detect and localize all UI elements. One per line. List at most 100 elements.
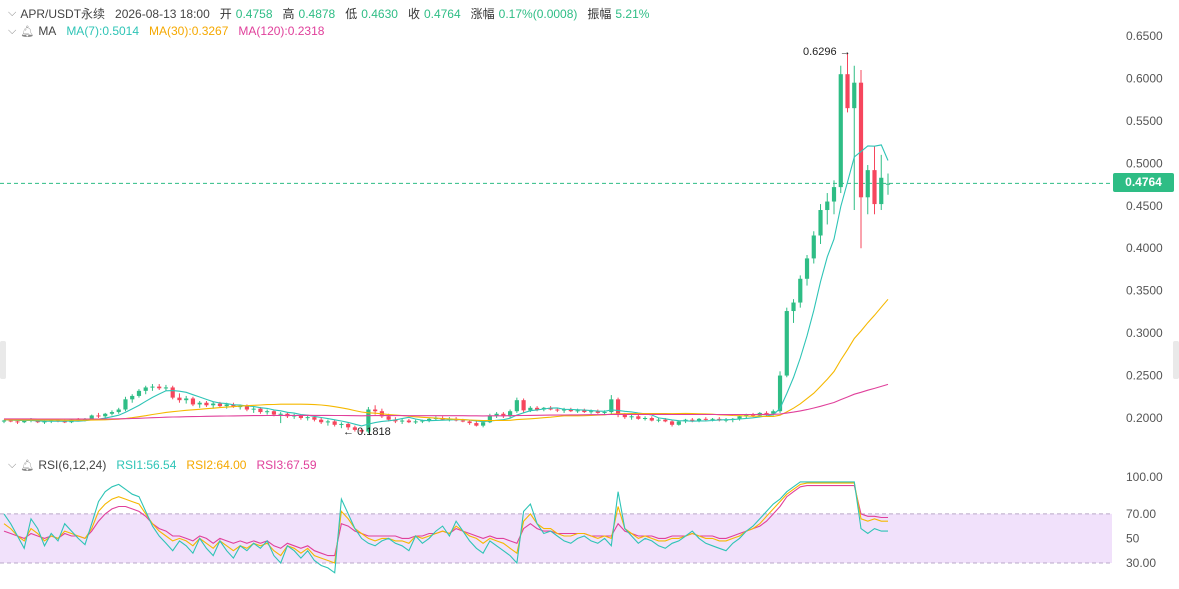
candle-body bbox=[710, 418, 715, 420]
price-tick-label: 0.2000 bbox=[1126, 411, 1163, 425]
high-label: 高 bbox=[282, 7, 295, 21]
candle-body bbox=[636, 416, 641, 419]
candle-body bbox=[184, 398, 189, 401]
candle-body bbox=[42, 421, 47, 423]
price-tick-label: 0.6500 bbox=[1126, 29, 1163, 43]
candle-body bbox=[568, 409, 573, 412]
candle-body bbox=[494, 413, 499, 416]
candle-body bbox=[211, 403, 216, 406]
candle-body bbox=[420, 420, 425, 422]
arrow-right-icon: → bbox=[839, 46, 851, 58]
candle-body bbox=[656, 419, 661, 421]
candle-body bbox=[204, 402, 209, 406]
candle-body bbox=[96, 415, 101, 417]
candle-body bbox=[157, 386, 162, 389]
candle-body bbox=[595, 411, 600, 413]
candle-body bbox=[858, 82, 864, 198]
candle-body bbox=[879, 177, 884, 205]
candle-body bbox=[130, 395, 135, 400]
candle-body bbox=[163, 387, 169, 389]
candle-body bbox=[325, 421, 331, 423]
candle-body bbox=[818, 210, 823, 236]
candle-body bbox=[561, 409, 567, 411]
rsi-legend: ⌵ 🔔︎ RSI(6,12,24) RSI1:56.54 RSI2:64.00 … bbox=[8, 458, 323, 472]
candle-body bbox=[777, 375, 783, 412]
candle-body bbox=[170, 387, 175, 398]
candle-body bbox=[521, 400, 526, 411]
candle-body bbox=[413, 421, 418, 423]
candle-body bbox=[535, 407, 540, 410]
candle-body bbox=[373, 409, 378, 412]
rsi2-label: RSI2:64.00 bbox=[186, 458, 247, 472]
low-value: 0.4630 bbox=[361, 6, 398, 21]
candle-body bbox=[804, 258, 810, 279]
candle-body bbox=[224, 404, 229, 407]
candle-body bbox=[116, 409, 121, 413]
arrow-left-icon: ← bbox=[343, 426, 354, 438]
candle-body bbox=[750, 414, 756, 416]
candle-body bbox=[481, 422, 486, 426]
candle-body bbox=[508, 411, 513, 417]
candle-body bbox=[62, 421, 67, 423]
candle-body bbox=[190, 398, 196, 405]
candle-body bbox=[312, 417, 317, 420]
rsi-tick-label: 70.00 bbox=[1126, 507, 1156, 521]
ma120-line bbox=[4, 383, 889, 420]
bell-icon[interactable]: 🔔︎ bbox=[20, 459, 35, 472]
price-tick-label: 0.3000 bbox=[1126, 326, 1163, 340]
candle-body bbox=[575, 410, 580, 412]
collapse-chevron-icon[interactable]: ⌵ bbox=[8, 7, 17, 19]
candle-body bbox=[622, 414, 627, 418]
candle-body bbox=[1, 420, 7, 422]
open-value: 0.4758 bbox=[235, 6, 273, 21]
candle-body bbox=[177, 397, 182, 401]
rsi-tick-label: 100.00 bbox=[1126, 470, 1163, 484]
rsi1-label: RSI1:56.54 bbox=[116, 458, 177, 472]
change-label: 涨幅 bbox=[470, 7, 495, 21]
candle-body bbox=[109, 412, 115, 414]
ma-title: MA bbox=[38, 24, 57, 38]
price-tick-label: 0.4000 bbox=[1126, 241, 1163, 255]
candle-body bbox=[798, 278, 803, 303]
ma-legend: ⌵ 🔔︎ MA MA(7):0.5014 MA(30):0.3267 MA(12… bbox=[8, 24, 330, 38]
rsi-tick-label: 30.00 bbox=[1126, 556, 1156, 570]
collapse-chevron-icon[interactable]: ⌵ bbox=[8, 24, 17, 37]
candle-body bbox=[885, 183, 891, 185]
candle-body bbox=[696, 418, 702, 421]
candle-body bbox=[602, 412, 607, 414]
candle-body bbox=[278, 413, 283, 415]
candle-body bbox=[217, 403, 223, 407]
right-scroll-handle[interactable] bbox=[1173, 341, 1179, 379]
left-scroll-handle[interactable] bbox=[0, 341, 6, 379]
rsi1-line bbox=[3, 481, 888, 574]
collapse-chevron-icon[interactable]: ⌵ bbox=[8, 458, 17, 471]
candle-body bbox=[811, 235, 816, 259]
bell-icon[interactable]: 🔔︎ bbox=[20, 25, 35, 38]
high-annotation: 0.6296 → bbox=[803, 46, 851, 58]
last-price-tag: 0.4764 bbox=[1113, 173, 1174, 192]
candle-body bbox=[784, 311, 789, 376]
candle-body bbox=[271, 411, 277, 415]
candle-body bbox=[292, 415, 297, 417]
candle-body bbox=[474, 423, 479, 426]
candle-body bbox=[339, 423, 344, 425]
candle-body bbox=[103, 413, 108, 417]
candle-body bbox=[514, 400, 519, 412]
ma7-label: MA(7):0.5014 bbox=[66, 24, 140, 38]
candle-body bbox=[319, 419, 324, 423]
candle-body bbox=[852, 82, 857, 109]
ma30-line bbox=[3, 298, 889, 422]
candle-body bbox=[366, 409, 371, 432]
candle-body bbox=[427, 418, 432, 421]
candle-body bbox=[123, 399, 128, 410]
candle-body bbox=[346, 423, 351, 428]
candle-body bbox=[143, 387, 148, 391]
candle-body bbox=[791, 302, 796, 312]
candle-body bbox=[265, 411, 270, 413]
candle-body bbox=[872, 170, 877, 205]
candle-body bbox=[244, 406, 250, 410]
candle-body bbox=[845, 74, 850, 109]
candle-body bbox=[642, 418, 648, 419]
candle-body bbox=[588, 411, 594, 413]
candle-body bbox=[615, 399, 621, 415]
